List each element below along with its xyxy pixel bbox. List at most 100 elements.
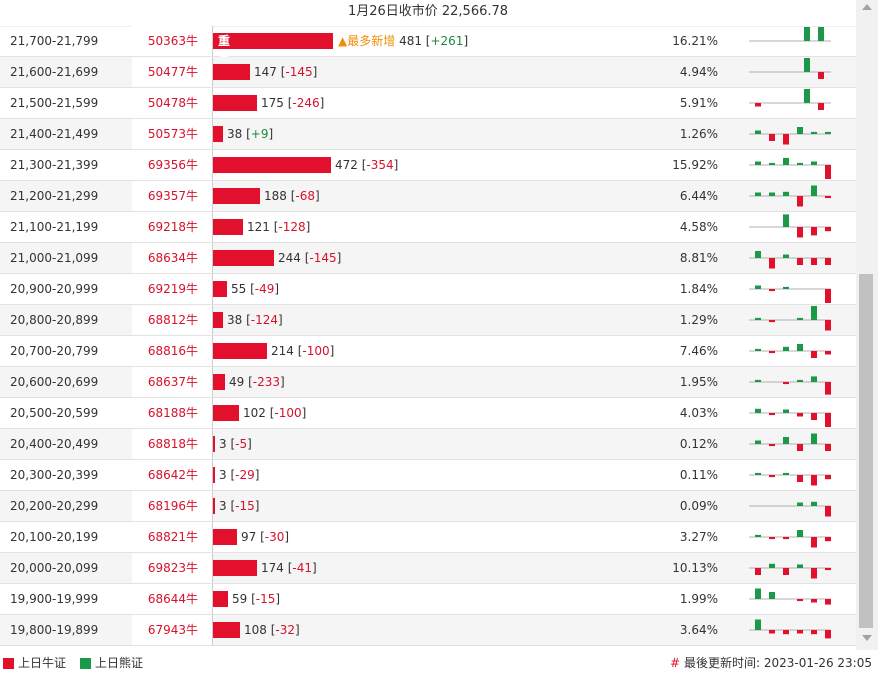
percentage: 1.26% (679, 127, 718, 141)
bar-value: 102 (243, 406, 266, 420)
sparkline-bar (769, 630, 775, 634)
contract-count: 68644牛 (147, 592, 198, 606)
bar-text: 3 [-15] (219, 499, 260, 513)
legend-bear-label: 上日熊证 (95, 656, 144, 670)
count-band (132, 305, 212, 335)
sparkline-bar (755, 534, 761, 537)
bar-change: -15 (255, 592, 276, 606)
bar-value: 59 (232, 592, 248, 606)
bar-value: 3 (219, 468, 227, 482)
bar-change: -29 (235, 468, 255, 482)
table-row[interactable]: 20,100-20,199 68821牛 97 [-30] 3.27% (0, 522, 856, 553)
sparkline-bar (818, 72, 824, 79)
sparkline-bar (811, 351, 817, 358)
percentage: 1.29% (679, 313, 718, 327)
table-row[interactable]: 20,600-20,699 68637牛 49 [-233] 1.95% (0, 367, 856, 398)
table-row[interactable]: 21,100-21,199 69218牛 121 [-128] 4.58% (0, 212, 856, 243)
table-row[interactable]: 21,000-21,099 68634牛 244 [-145] 8.81% (0, 243, 856, 274)
bar-text: 59 [-15] (232, 592, 281, 606)
sparkline-bar (755, 130, 761, 134)
contract-count: 69219牛 (147, 282, 198, 296)
contract-count: 69823牛 (147, 561, 198, 575)
bar-cell: 121 [-128] (212, 212, 310, 242)
bar-value: 97 (241, 530, 257, 544)
contract-count: 50477牛 (147, 65, 198, 79)
table-row[interactable]: 21,700-21,799 50363牛 重货区 ▲最多新增 481 [+261] 16… (0, 26, 856, 80)
page-title: 1月26日收市价 22,566.78 (0, 0, 856, 27)
sparkline-bar (811, 185, 817, 196)
bar-cell: 244 [-145] (212, 243, 341, 273)
table-row[interactable]: 21,500-21,599 50478牛 175 [-246] 5.91% (0, 88, 856, 119)
table-row[interactable]: 20,200-20,299 68196牛 3 [-15] 0.09% (0, 491, 856, 522)
percentage: 16.21% (672, 34, 718, 48)
bar-cell: 3 [-5] (212, 429, 252, 459)
table-row[interactable]: 20,900-20,999 69219牛 55 [-49] 1.84% (0, 274, 856, 305)
table-row[interactable]: 20,800-20,899 68812牛 38 [-124] 1.29% (0, 305, 856, 336)
count-band (132, 491, 212, 521)
count-band (132, 336, 212, 366)
price-range: 21,200-21,299 (10, 189, 99, 203)
percentage: 10.13% (672, 561, 718, 575)
bar-value: 55 (231, 282, 247, 296)
sparkline-chart (749, 376, 831, 395)
table-row[interactable]: 19,900-19,999 68644牛 59 [-15] 1.99% (0, 584, 856, 615)
contract-count: 68196牛 (147, 499, 198, 513)
bar-value: 472 (335, 158, 358, 172)
percentage: 1.95% (679, 375, 718, 389)
price-range: 20,800-20,899 (10, 313, 99, 327)
price-range: 20,200-20,299 (10, 499, 99, 513)
percentage: 15.92% (672, 158, 718, 172)
sparkline-bar (811, 306, 817, 320)
price-range: 20,300-20,399 (10, 468, 99, 482)
sparkline-bar (818, 27, 824, 41)
table-row[interactable]: 21,200-21,299 69357牛 188 [-68] 6.44% (0, 181, 856, 212)
bar-value: 49 (229, 375, 245, 389)
price-range: 20,500-20,599 (10, 406, 99, 420)
price-range: 20,900-20,999 (10, 282, 99, 296)
contract-count: 68812牛 (147, 313, 198, 327)
sparkline-bar (797, 502, 803, 506)
count-band (132, 274, 212, 304)
table-row[interactable]: 20,400-20,499 68818牛 3 [-5] 0.12% (0, 429, 856, 460)
bar-text: 97 [-30] (241, 530, 290, 544)
sparkline-bar (755, 379, 761, 382)
table-row[interactable]: 19,800-19,899 67943牛 108 [-32] 3.64% (0, 615, 856, 646)
bar-value: 175 (261, 96, 284, 110)
sparkline-bar (769, 320, 775, 323)
sparkline-bar (825, 320, 831, 331)
count-band (132, 460, 212, 490)
bar-cell: 3 [-29] (212, 460, 259, 490)
sparkline-bar (783, 286, 789, 289)
table-row[interactable]: 20,500-20,599 68188牛 102 [-100] 4.03% (0, 398, 856, 429)
sparkline-chart (749, 127, 831, 145)
bar-change: -41 (292, 561, 313, 575)
bar (213, 622, 240, 638)
sparkline-bar (769, 162, 775, 165)
table-row[interactable]: 20,700-20,799 68816牛 214 [-100] 7.46% (0, 336, 856, 367)
count-band (132, 26, 212, 56)
contract-count: 50363牛 (147, 34, 198, 48)
table-row[interactable]: 21,300-21,399 69356牛 472 [-354] 15.92% (0, 150, 856, 181)
sparkline-bar (825, 258, 831, 265)
count-band (132, 57, 212, 87)
table-row[interactable]: 20,000-20,099 69823牛 174 [-41] 10.13% (0, 553, 856, 584)
sparkline-bar (811, 630, 817, 635)
sparkline-chart (749, 89, 831, 110)
scroll-thumb[interactable] (859, 274, 873, 628)
sparkline-chart (749, 433, 831, 451)
table-row[interactable]: 20,300-20,399 68642牛 3 [-29] 0.11% (0, 460, 856, 491)
bar (213, 405, 239, 421)
scroll-up-arrow-icon[interactable] (862, 4, 872, 10)
count-band (132, 119, 212, 149)
bar (213, 529, 237, 545)
percentage: 8.81% (679, 251, 718, 265)
sparkline-bar (797, 444, 803, 451)
table-row[interactable]: 21,600-21,699 50477牛 147 [-145] 4.94% (0, 57, 856, 88)
bar-text: 102 [-100] (243, 406, 307, 420)
scroll-down-arrow-icon[interactable] (862, 635, 872, 641)
most-added-tag: ▲最多新增 (338, 34, 396, 48)
table-row[interactable]: 21,400-21,499 50573牛 38 [+9] 1.26% (0, 119, 856, 150)
percentage: 4.94% (679, 65, 718, 79)
contract-count: 69357牛 (147, 189, 198, 203)
vertical-scrollbar[interactable] (856, 0, 878, 650)
